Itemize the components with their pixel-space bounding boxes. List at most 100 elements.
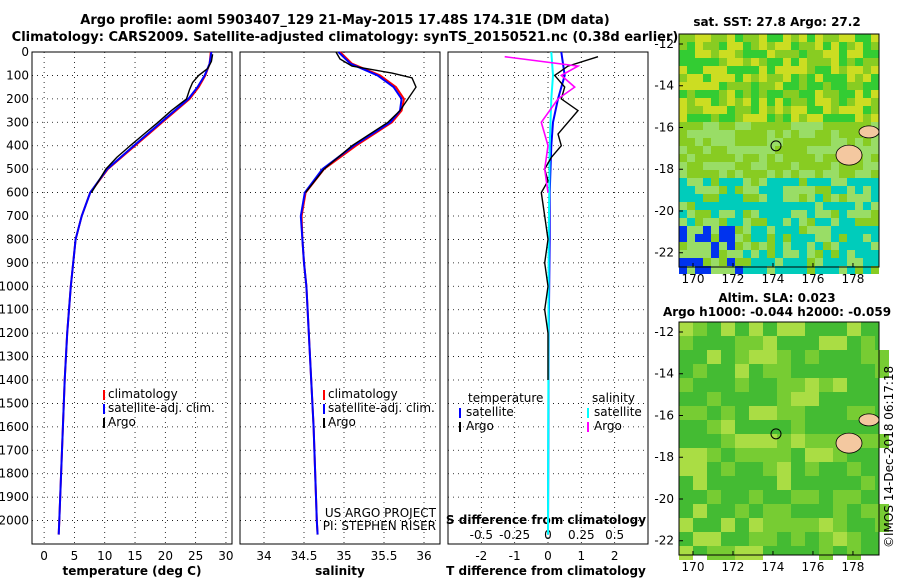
sst-map-cell: [767, 218, 775, 226]
sla-map-cell: [735, 350, 749, 364]
sla-map-cell: [735, 448, 749, 462]
sst-map-cell: [719, 202, 727, 210]
sst-map-cell: [871, 154, 879, 162]
sst-map-cell: [679, 170, 687, 178]
sla-map-cell: [721, 462, 735, 476]
sla-map-cell: [693, 364, 707, 378]
temperature-x-tick-label: 15: [127, 549, 142, 563]
depth-tick-label: 1400: [0, 373, 29, 387]
sla-map-cell: [721, 406, 735, 420]
sst-map-cell: [719, 138, 727, 146]
sst-map-cell: [711, 122, 719, 130]
sst-map-cell: [679, 122, 687, 130]
sst-map-cell: [727, 258, 735, 266]
sst-map-cell: [831, 218, 839, 226]
sla-map-cell: [833, 378, 847, 392]
sla-map-cell: [693, 504, 707, 518]
sst-map-cell: [871, 186, 879, 194]
legend-label: Argo: [328, 415, 356, 429]
sst-map-cell: [783, 234, 791, 242]
sst-map-cell: [751, 42, 759, 50]
depth-tick-label: 1100: [0, 303, 29, 317]
sst-map-cell: [711, 202, 719, 210]
sla-map-cell: [679, 336, 693, 350]
sla-map-cell: [819, 532, 833, 546]
sst-map-cell: [775, 218, 783, 226]
sst-map-cell: [791, 162, 799, 170]
sst-map-cell: [863, 210, 871, 218]
sst-map-cell: [831, 202, 839, 210]
sst-map-cell: [855, 42, 863, 50]
sst-map-cell: [759, 66, 767, 74]
sla-map-title-2: Argo h1000: -0.044 h2000: -0.059: [663, 305, 891, 319]
sla-map-cell: [679, 378, 693, 392]
sst-map-cell: [695, 234, 703, 242]
sst-map-cell: [679, 34, 687, 42]
sst-map-cell: [759, 90, 767, 98]
sst-map-cell: [855, 170, 863, 178]
temperature-xlabel: temperature (deg C): [63, 564, 202, 578]
sst-map-cell: [855, 178, 863, 186]
sst-map-cell: [719, 266, 727, 274]
sst-map-cell: [759, 210, 767, 218]
sst-map-cell: [687, 98, 695, 106]
sst-map-cell: [855, 98, 863, 106]
sst-map-cell: [727, 202, 735, 210]
sst-map-cell: [783, 138, 791, 146]
sla-map-lat-tick-label: -14: [654, 367, 674, 381]
temperature-argo-line: [90, 54, 214, 193]
sst-map-cell: [719, 210, 727, 218]
sst-map-cell: [855, 130, 863, 138]
sst-map-cell: [687, 186, 695, 194]
sst-map-cell: [863, 114, 871, 122]
sst-map-cell: [823, 146, 831, 154]
sst-map-cell: [815, 58, 823, 66]
sst-map-cell: [799, 98, 807, 106]
sst-map-cell: [831, 154, 839, 162]
sst-map-cell: [735, 210, 743, 218]
sst-map-cell: [855, 138, 863, 146]
sst-map-cell: [783, 106, 791, 114]
sla-map-cell: [735, 336, 749, 350]
project-annotation: US ARGO PROJECT: [325, 506, 437, 520]
sst-map-cell: [711, 266, 719, 274]
sst-map-cell: [679, 138, 687, 146]
sst-map-cell: [711, 138, 719, 146]
sst-map-cell: [711, 162, 719, 170]
temperature-x-tick-label: 20: [158, 549, 173, 563]
sst-map-cell: [823, 250, 831, 258]
sst-map-cell: [839, 242, 847, 250]
sla-map-cell: [819, 448, 833, 462]
s-satellite-diff-line: [547, 51, 555, 535]
sst-map-cell: [799, 114, 807, 122]
s-difference-tick-label: -0.25: [499, 528, 530, 542]
sst-map-cell: [799, 74, 807, 82]
sst-map-cell: [695, 266, 703, 274]
sst-map-cell: [703, 146, 711, 154]
sst-map-cell: [759, 186, 767, 194]
sst-map-cell: [751, 58, 759, 66]
sst-map-cell: [823, 210, 831, 218]
sst-map-cell: [679, 242, 687, 250]
depth-tick-label: 2000: [0, 514, 29, 528]
sst-map-cell: [799, 266, 807, 274]
sst-map-cell: [735, 250, 743, 258]
sst-map-cell: [823, 138, 831, 146]
sst-map-cell: [871, 194, 879, 202]
sst-map-cell: [743, 154, 751, 162]
sst-map-cell: [743, 106, 751, 114]
sst-map-cell: [855, 234, 863, 242]
sst-map-cell: [783, 258, 791, 266]
sla-map-cell: [819, 518, 833, 532]
sst-map-cell: [743, 234, 751, 242]
sst-map-cell: [703, 258, 711, 266]
sst-map-cell: [839, 66, 847, 74]
sst-map-cell: [783, 90, 791, 98]
sst-map-cell: [711, 82, 719, 90]
sla-map-cell: [805, 448, 819, 462]
sla-map-cell: [833, 504, 847, 518]
sla-map-cell: [805, 490, 819, 504]
sst-map-cell: [775, 50, 783, 58]
sst-map-cell: [807, 42, 815, 50]
